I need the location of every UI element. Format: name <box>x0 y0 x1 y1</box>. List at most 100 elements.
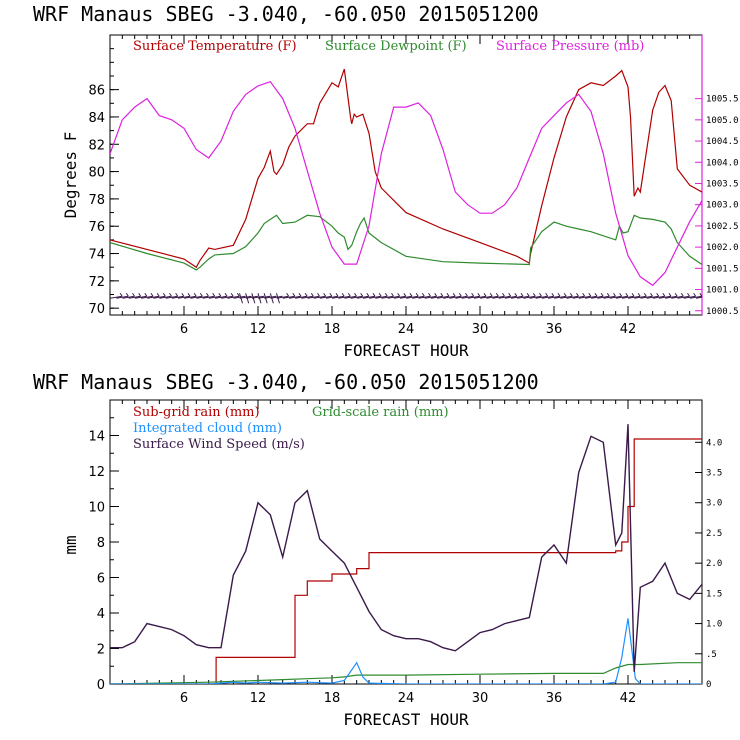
wind-barb <box>677 295 690 299</box>
y2-tick-label: 1003.0 <box>706 201 739 211</box>
x-tick-label: 6 <box>180 691 188 706</box>
wind-barb <box>504 295 517 299</box>
wind-barb-feather <box>594 292 598 297</box>
wind-barb-feather <box>446 292 450 297</box>
wind-barb <box>467 295 480 299</box>
wind-barb-feather <box>175 292 179 297</box>
wind-barb <box>313 295 326 299</box>
wind-barb <box>436 295 450 299</box>
wind-barb <box>615 295 628 299</box>
wind-barb <box>498 295 511 299</box>
legend-entry: Sub-grid rain (mm) <box>133 405 260 420</box>
wind-barb-feather <box>508 292 512 297</box>
wind-barb <box>510 295 524 299</box>
wind-barb <box>584 295 598 299</box>
wind-barb <box>461 295 474 299</box>
wind-barb <box>455 295 468 299</box>
wind-barb <box>406 295 419 299</box>
wind-barb-feather <box>662 292 666 297</box>
wind-barb <box>214 295 228 299</box>
legend-entry: Surface Dewpoint (F) <box>325 39 467 54</box>
y-tick-label: 78 <box>88 193 105 208</box>
x-axis-label: FORECAST HOUR <box>343 710 469 729</box>
wind-barb-feather <box>206 292 209 297</box>
wind-barb-feather <box>434 292 438 297</box>
wind-barb <box>480 295 493 299</box>
wind-barb-feather <box>304 292 308 297</box>
wind-barb-feather <box>619 292 623 297</box>
wind-barb-feather <box>471 292 475 297</box>
wind-barb-feather <box>236 292 240 297</box>
series-line-surface-dewpoint-f <box>110 214 702 271</box>
wind-barb-feather <box>397 292 401 297</box>
x-tick-label: 36 <box>546 322 563 337</box>
y-tick-label: 86 <box>88 84 105 99</box>
y2-tick-label: 1004.5 <box>706 137 739 147</box>
wind-barb <box>430 295 443 299</box>
y-tick-label: 74 <box>88 248 105 263</box>
wind-barb-feather <box>193 292 197 297</box>
wind-barb <box>122 295 135 299</box>
wind-barb <box>578 295 591 299</box>
y-tick-label: 8 <box>97 536 105 551</box>
wind-barb-feather <box>606 292 610 297</box>
x-tick-label: 6 <box>180 322 188 337</box>
wind-barb-feather <box>286 292 290 297</box>
y2-tick-label: 1005.0 <box>706 116 739 126</box>
wind-barb-feather <box>317 292 320 297</box>
wind-barb <box>159 295 172 299</box>
wind-barb-feather <box>631 292 635 297</box>
y2-tick-label: 1.5 <box>706 589 722 599</box>
wind-barb-feather <box>218 292 222 297</box>
wind-barb-feather <box>150 292 154 297</box>
wind-barb-feather <box>132 292 135 297</box>
wind-barb <box>572 295 585 299</box>
wind-barb <box>190 295 203 299</box>
wind-barb <box>603 295 616 299</box>
wind-barb-feather <box>341 292 345 297</box>
wind-barb-feather <box>452 292 456 297</box>
wind-barb-feather <box>668 292 672 297</box>
wind-barb-feather <box>335 292 339 297</box>
wind-barb <box>301 295 314 299</box>
wind-barb <box>344 295 357 299</box>
x-tick-label: 24 <box>398 322 415 337</box>
series-line-surface-pressure-mb <box>110 80 702 287</box>
wind-barb <box>554 295 567 299</box>
wind-barb-feather <box>514 292 518 297</box>
y-tick-label: 70 <box>88 302 105 317</box>
wind-barb <box>683 295 696 299</box>
wind-barb <box>628 295 641 299</box>
y-tick-label: 10 <box>88 501 105 516</box>
wind-barb <box>486 295 499 299</box>
wind-barb-feather <box>125 292 129 297</box>
series-line-integrated-cloud-mm <box>110 618 702 684</box>
wind-barb-feather <box>588 292 592 297</box>
wind-barb <box>412 295 425 299</box>
wind-barb <box>652 295 665 299</box>
wind-barb-feather <box>360 292 364 297</box>
wind-barb-feather <box>526 292 530 297</box>
wind-barb <box>529 295 542 299</box>
x-tick-label: 24 <box>398 691 415 706</box>
wind-barb <box>449 295 462 299</box>
wind-barb-feather <box>600 292 604 297</box>
x-tick-label: 30 <box>472 322 489 337</box>
wind-barb-feather <box>650 292 653 297</box>
wind-barb-feather <box>563 292 567 297</box>
wind-barb <box>325 295 339 299</box>
precipitation-panel: WRF Manaus SBEG -3.040, -60.050 20150512… <box>33 370 722 729</box>
wind-barb <box>282 295 295 299</box>
y2-tick-label: 1002.5 <box>706 222 739 232</box>
wind-barb-feather <box>329 292 333 297</box>
wind-barb-feather <box>212 292 216 297</box>
wind-barb-feather <box>643 292 647 297</box>
wind-barb-feather <box>625 292 629 297</box>
y2-tick-label: 1004.0 <box>706 158 739 168</box>
legend-entry: Surface Temperature (F) <box>133 39 297 54</box>
wind-barb <box>171 295 184 299</box>
wind-barb-feather <box>169 292 172 297</box>
wind-barb <box>270 295 283 299</box>
y2-tick-label: 2.0 <box>706 559 722 569</box>
temperature-panel: WRF Manaus SBEG -3.040, -60.050 20150512… <box>33 2 739 360</box>
